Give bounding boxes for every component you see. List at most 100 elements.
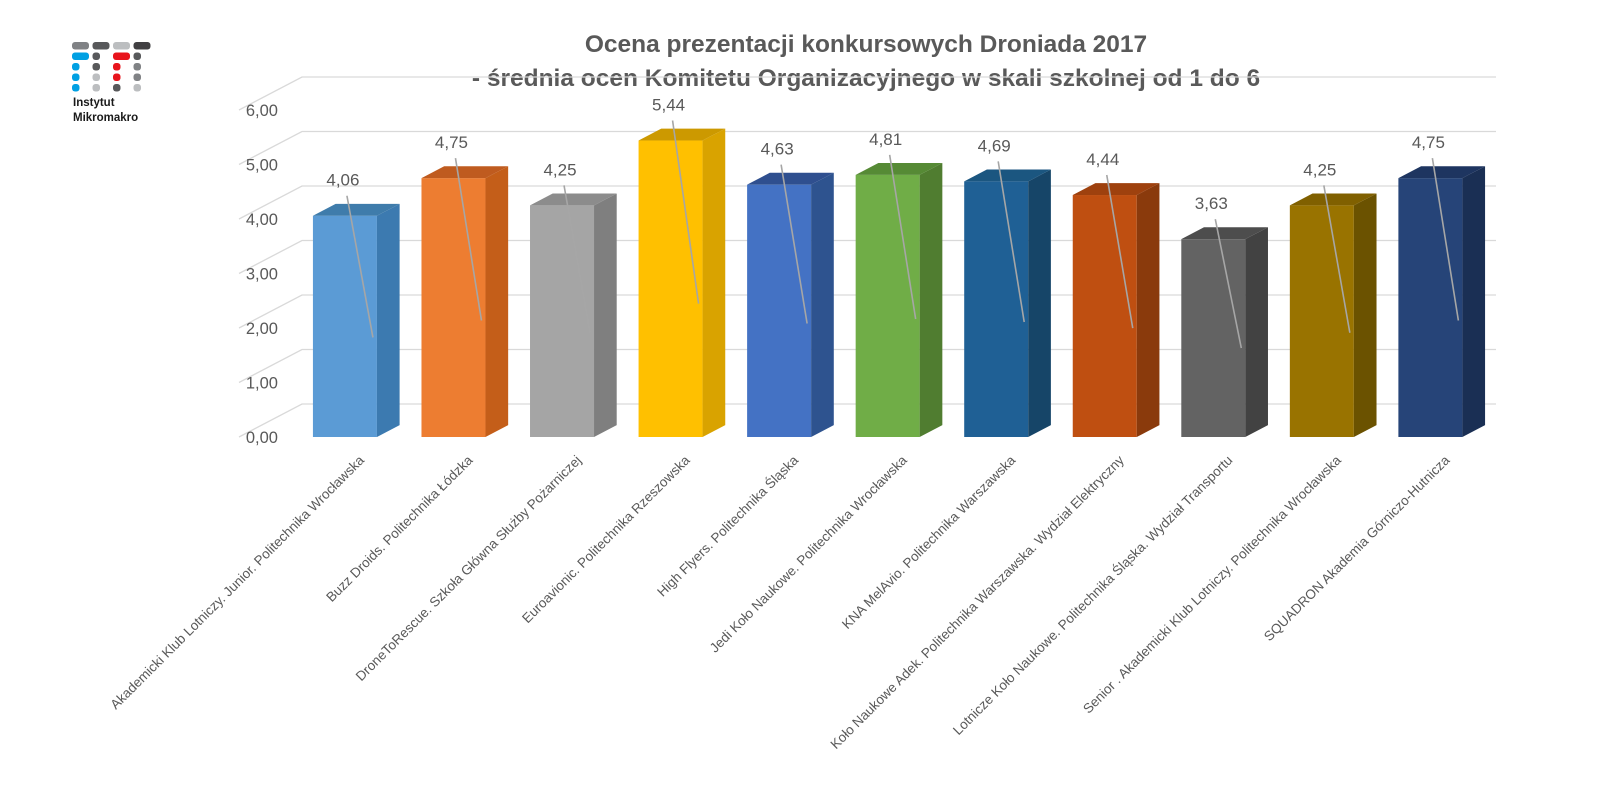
data-label: 3,63 [1195,194,1228,213]
bar-front-face [964,181,1029,437]
logo-cell [113,73,121,81]
data-label: 4,25 [543,160,576,179]
x-axis-category-label: Jedi Koło Naukowe. Politechnika Wrocławs… [707,452,910,655]
logo-cell [92,42,110,50]
data-label: 4,06 [326,171,359,190]
y-axis-tick-label: 5,00 [246,157,278,175]
logo-cell [113,84,121,92]
data-labels: 4,06 4,75 4,25 5,44 4,63 4,81 4,69 4,44 3,63 4,25… [326,96,1445,214]
leader-line [563,185,591,333]
bar-top-face [638,128,726,141]
bar-top-face [1181,227,1268,240]
data-label: 4,75 [435,133,468,152]
logo-cell [72,42,89,50]
data-label: 4,44 [1086,150,1119,169]
bar-side-face [485,166,509,437]
logo-cell [113,42,130,50]
y-axis-tick-label: 3,00 [246,266,278,284]
bar-top-face [855,162,943,175]
logo-cell [113,52,130,60]
bar-top-face [312,203,400,216]
bar-side-face [594,193,617,437]
y-axis-tick-label: 1,00 [246,375,278,393]
leader-line [1105,174,1134,329]
bar-front-face [421,178,486,437]
gridlines [238,76,1496,438]
bar-front-face [1072,195,1137,437]
logo-cell [72,84,80,92]
logo-cell [72,52,89,60]
x-axis-category-label: Euroavionic. Politechnika Rzeszowska [519,452,693,626]
bar [530,193,617,437]
logo-cell [133,63,141,71]
data-label: 4,75 [1412,133,1445,152]
bar-series [312,128,1486,438]
logo-caption-line1: Instytut [73,97,115,109]
bar-side-face [376,203,400,437]
leader-line [888,154,917,320]
bar-top-face [1072,183,1160,196]
bar-front-face [1181,239,1246,437]
chart-subtitle: - średnia ocen Komitetu Organizacyjnego … [472,65,1260,92]
gridline [238,130,1496,166]
data-label: 4,81 [869,130,902,149]
leader-line [1323,185,1351,333]
leader-line [1431,157,1460,321]
bar [1289,193,1377,437]
logo-caption-line2: Mikromakro [73,112,138,124]
data-label: 4,63 [761,140,794,159]
bar-side-face [919,162,943,437]
data-label: 4,25 [1303,160,1336,179]
gridline [238,76,1496,111]
leader-line [671,120,700,304]
leader-line [346,195,374,338]
logo-cell [133,73,141,81]
data-label: 5,44 [652,96,685,115]
bar-side-face [1136,183,1160,437]
logo-cell [92,73,100,81]
x-axis-category-label: DroneToRescue. Szkoła Główna Służby Poża… [353,453,584,684]
x-axis-category-label: Senior . Akademicki Klub Lotniczy. Polit… [1080,452,1344,716]
bar-top-face [421,166,509,179]
chart-title: Ocena prezentacji konkursowych Droniada … [585,31,1147,58]
bar [1181,227,1268,437]
bar-top-face [530,193,617,206]
logo-cell [133,52,141,60]
bar-top-face [964,169,1051,182]
bar-front-face [1398,178,1463,437]
leader-line [997,161,1025,323]
y-axis-tick-label: 2,00 [246,320,278,338]
y-axis-tick-label: 0,00 [246,429,278,447]
bar-side-face [1245,227,1268,437]
logo-cell [92,63,100,71]
logo-cell [72,73,80,81]
bar [964,169,1051,437]
y-axis-tick-labels: 0,00 1,00 2,00 3,00 4,00 5,00 6,00 [246,102,278,447]
bar [747,172,834,437]
data-label: 4,69 [978,136,1011,155]
bar-side-face [702,128,726,437]
logo-cell [133,42,151,50]
data-label-leader-lines [346,120,1460,349]
logo-cell [92,52,100,60]
y-axis-tick-label: 6,00 [246,102,278,120]
bar-front-face [747,184,812,437]
leader-line [1214,219,1243,349]
bar-side-face [1462,166,1486,437]
bar-side-face [811,172,834,437]
instytut-mikromakro-logo [72,42,151,92]
bar-top-face [1289,193,1377,206]
bar [312,203,400,437]
bar [1398,166,1486,437]
logo-cell [92,84,100,92]
logo-cell [133,84,141,92]
bar-side-face [1028,169,1051,437]
x-axis-category-label: Akademicki Klub Lotniczy. Junior. Polite… [107,452,367,712]
bar-top-face [1398,166,1486,179]
x-axis-category-label: SQUADRON Akademia Górniczo-Hutnicza [1261,452,1453,644]
bar-front-face [530,205,595,437]
leader-line [454,157,483,321]
bar-front-face [855,174,920,438]
